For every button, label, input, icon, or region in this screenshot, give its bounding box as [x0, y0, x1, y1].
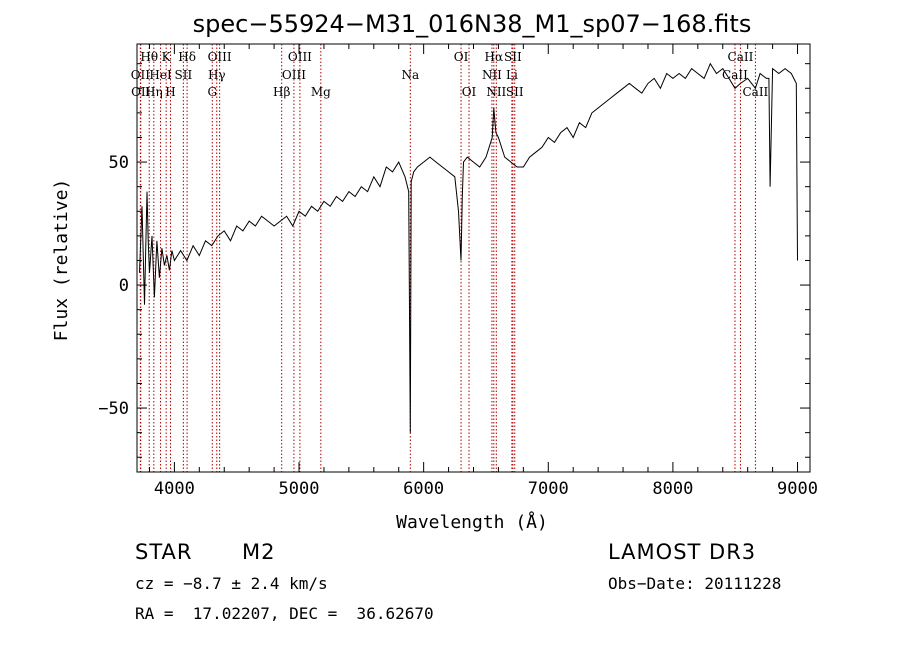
line-annotation-label: Mg — [311, 85, 331, 99]
x-tick-label: 4000 — [154, 479, 195, 499]
line-annotation-label: OII — [131, 85, 151, 99]
y-tick-label: 0 — [119, 276, 129, 296]
survey-name: LAMOST DR3 — [608, 540, 757, 564]
line-annotation-label: SII — [506, 85, 524, 99]
line-annotation-label: Hγ — [208, 68, 226, 82]
line-annotation-label: OI — [454, 50, 469, 64]
obs-date: Obs−Date: 20111228 — [608, 574, 782, 593]
line-annotation-label: Hη — [145, 85, 163, 99]
line-annotation-label: Hδ — [178, 50, 196, 64]
axes: 4000 5000 6000 7000 8000 9000 −50 0 50 — [98, 44, 818, 499]
x-tick-label: 7000 — [528, 479, 569, 499]
coordinates: RA = 17.02207, DEC = 36.62670 — [135, 604, 434, 623]
line-annotation-label: OIII — [288, 50, 312, 64]
line-annotation-label: OI — [462, 85, 477, 99]
line-annotation-label: G — [207, 85, 217, 99]
x-tick-label: 8000 — [652, 479, 693, 499]
line-markers — [139, 44, 756, 472]
line-annotation-label: SII — [175, 68, 193, 82]
line-annotation-label: OII — [131, 68, 151, 82]
line-annotation-label: CaII — [722, 68, 748, 82]
line-annotation-label: K — [162, 50, 172, 64]
line-annotation-label: Na — [401, 68, 419, 82]
line-annotation-label: CaII — [728, 50, 754, 64]
object-subclass: M2 — [242, 540, 276, 564]
chart-title: spec−55924−M31_016N38_M1_sp07−168.fits — [193, 10, 752, 38]
y-tick-label: 50 — [109, 153, 129, 173]
redshift-cz: cz = −8.7 ± 2.4 km/s — [135, 574, 328, 593]
line-annotation-label: Hθ — [140, 50, 158, 64]
x-tick-label: 5000 — [279, 479, 320, 499]
object-class: STAR — [135, 540, 193, 564]
line-annotation-label: Hα — [485, 50, 504, 64]
y-axis-label: Flux (relative) — [51, 179, 72, 342]
line-annotation-label: Li — [506, 68, 518, 82]
line-annotation-label: NII — [482, 68, 502, 82]
x-tick-label: 9000 — [777, 479, 818, 499]
line-annotation-label: CaII — [742, 85, 768, 99]
spectrum-line — [139, 62, 798, 433]
y-tick-label: −50 — [98, 399, 129, 419]
line-annotation-label: Hβ — [273, 85, 290, 99]
line-annotation-label: HeI — [149, 68, 172, 82]
line-annotation-label: OIII — [208, 50, 232, 64]
line-annotation-label: OIII — [282, 68, 306, 82]
x-axis-label: Wavelength (Å) — [396, 511, 548, 533]
line-annotation-label: H — [165, 85, 175, 99]
line-annotation-label: SII — [504, 50, 522, 64]
plot-frame — [136, 43, 811, 473]
line-annotation-label: NII — [486, 85, 506, 99]
x-tick-label: 6000 — [403, 479, 444, 499]
